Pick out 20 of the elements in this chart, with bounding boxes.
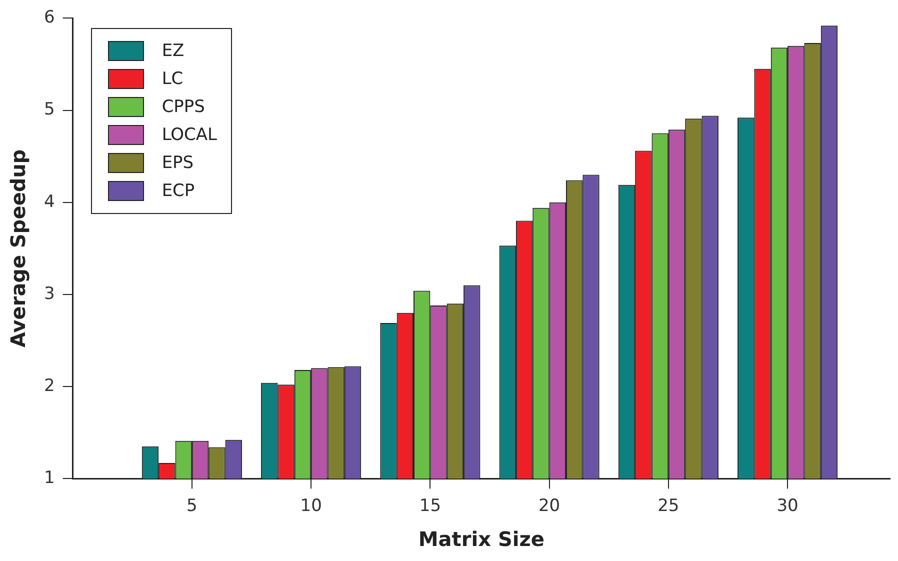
y-tick-label: 4 [44,192,55,212]
y-tick-label: 6 [44,8,55,28]
x-tick-label: 20 [538,496,560,516]
legend-label: CPPS [162,97,205,118]
y-axis-title: Average Speedup [6,149,30,348]
legend-label: EZ [162,41,184,62]
legend-label: LC [162,69,184,90]
x-tick-label: 15 [419,496,442,516]
x-tick-label: 25 [658,496,680,516]
legend-label: ECP [162,181,195,202]
legend-label: LOCAL [162,125,218,146]
x-axis-title: Matrix Size [418,527,544,552]
y-tick-label: 5 [44,100,55,120]
legend-label: EPS [162,153,194,174]
x-tick-label: 10 [300,496,322,516]
y-tick-label: 3 [44,284,55,304]
y-tick-label: 2 [44,376,55,396]
x-tick-label: 5 [186,496,198,516]
x-tick-label: 30 [776,496,798,516]
y-tick-label: 1 [44,468,55,488]
